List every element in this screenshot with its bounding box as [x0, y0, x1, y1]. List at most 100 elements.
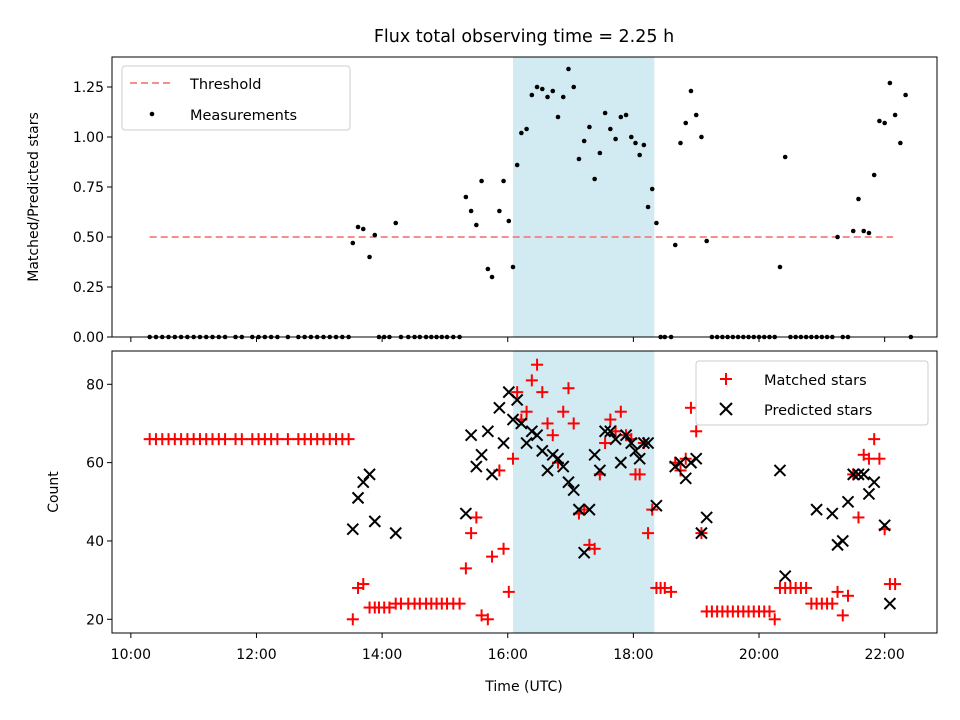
measurement-point — [850, 228, 856, 234]
measurement-point — [704, 238, 709, 244]
predicted-star-point — [637, 436, 651, 450]
top-shaded-window — [512, 57, 655, 337]
measurement-point — [613, 136, 618, 142]
bottom-xtick-label: 14:00 — [362, 647, 402, 663]
measurement-point — [782, 154, 788, 160]
measurement-point — [592, 176, 597, 182]
bottom-ticks: 20 40 60 80 10:00 12:00 14:00 16:00 18:00 20:00 22… — [86, 377, 905, 663]
measurement-point — [882, 120, 887, 126]
predicted-star-point — [557, 460, 570, 473]
measurement-point — [560, 94, 566, 100]
measurement-point — [566, 66, 571, 72]
matched-star-point — [768, 613, 781, 626]
top-axes-frame — [111, 56, 938, 338]
predicted-star-point — [536, 444, 549, 458]
measurement-point — [683, 120, 689, 126]
measurement-point — [688, 88, 694, 94]
measurement-point — [587, 124, 592, 130]
matched-star-point — [525, 374, 538, 387]
measurement-point — [550, 88, 556, 94]
measurement-point — [861, 228, 867, 234]
predicted-star-point — [689, 452, 703, 465]
predicted-star-point — [357, 476, 370, 489]
top-ytick-label: 0.50 — [73, 230, 104, 246]
predicted-star-point — [598, 425, 612, 438]
predicted-star-point — [862, 487, 876, 501]
matched-star-point — [642, 527, 655, 540]
predicted-star-point — [346, 523, 360, 536]
matched-star-point — [486, 550, 499, 563]
predicted-star-point — [619, 429, 633, 442]
matched-star-point — [531, 358, 544, 371]
measurement-point — [898, 140, 903, 146]
predicted-star-point — [470, 460, 483, 473]
predicted-star-point — [867, 476, 881, 489]
matched-star-point — [588, 542, 601, 555]
measurement-point — [506, 218, 512, 224]
matched-star-point — [481, 613, 494, 626]
measurement-point — [903, 92, 908, 98]
legend-predicted-label: Predicted stars — [764, 403, 872, 419]
measurement-point — [519, 130, 524, 136]
matched-star-point — [497, 542, 510, 555]
matched-star-point — [826, 597, 839, 610]
measurement-point — [892, 112, 898, 118]
matched-star-point — [557, 405, 570, 418]
predicted-star-point — [572, 503, 586, 516]
predicted-star-point — [515, 417, 528, 430]
matched-star-point — [342, 433, 355, 446]
matched-star-point — [502, 585, 515, 598]
predicted-star-point — [847, 468, 860, 481]
measurement-point — [514, 162, 520, 168]
predicted-star-point — [464, 429, 478, 442]
measurement-point — [641, 142, 647, 148]
predicted-star-point — [506, 413, 520, 426]
predicted-star-point — [485, 468, 499, 481]
predicted-star-point — [530, 429, 544, 442]
predicted-star-point — [641, 436, 655, 450]
measurement-point — [576, 156, 582, 162]
measurement-point — [350, 240, 356, 246]
measurement-point — [871, 172, 877, 178]
measurement-point — [618, 114, 624, 120]
top-ytick-label: 0.25 — [73, 280, 104, 296]
predicted-star-point — [883, 597, 897, 610]
matched-star-point — [465, 527, 478, 540]
matched-star-point — [475, 609, 488, 622]
matched-star-point — [459, 562, 472, 575]
matched-star-point — [862, 452, 875, 465]
predicted-star-point — [510, 393, 524, 407]
predicted-star-point — [826, 507, 839, 520]
matched-star-point — [842, 589, 855, 602]
predicted-star-point — [583, 503, 596, 516]
matched-star-point — [562, 382, 575, 395]
measurement-point — [887, 80, 893, 86]
matched-star-point — [831, 585, 844, 598]
top-ytick-label: 1.00 — [73, 130, 104, 146]
measurement-point — [672, 242, 678, 248]
predicted-star-point — [650, 499, 663, 512]
measurement-point — [463, 194, 469, 200]
matched-star-point — [536, 386, 549, 399]
legend-matched-swatch — [720, 373, 732, 385]
matched-star-point — [614, 405, 627, 418]
measurement-point — [489, 274, 495, 280]
measurement-point — [678, 140, 683, 146]
measurement-point — [474, 222, 479, 228]
measurement-point — [877, 118, 882, 124]
bottom-xlabel: Time (UTC) — [484, 679, 562, 695]
predicted-star-point — [773, 464, 787, 477]
measurement-point — [637, 152, 642, 158]
predicted-star-point — [459, 507, 473, 520]
predicted-star-point — [841, 495, 855, 508]
matched-star-point — [470, 511, 483, 524]
bottom-xtick-label: 10:00 — [111, 647, 151, 663]
predicted-star-point — [700, 511, 713, 524]
matched-star-point — [346, 613, 359, 626]
measurement-point — [372, 232, 378, 238]
measurement-point — [497, 208, 502, 214]
bottom-axes-frame — [111, 350, 938, 634]
matched-star-point — [567, 417, 580, 430]
matched-star-point — [541, 417, 554, 430]
matched-star-point — [383, 601, 396, 614]
